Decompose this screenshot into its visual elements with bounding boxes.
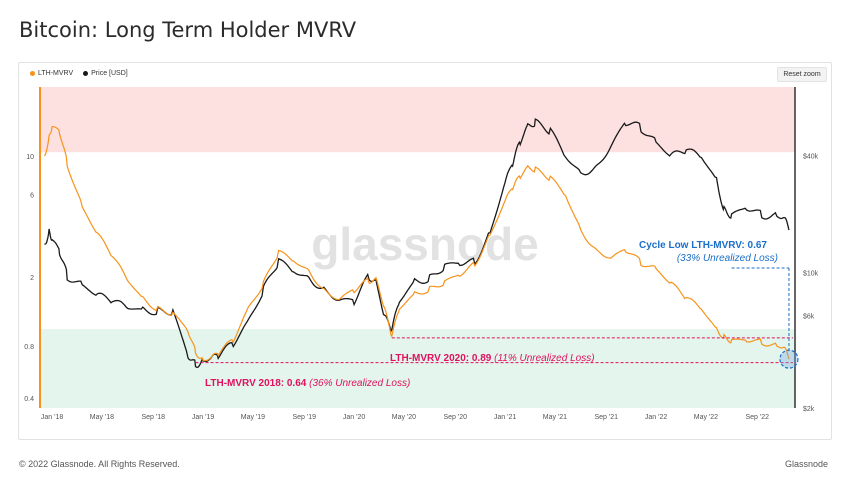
y-right-tick-label: $40k [803, 153, 819, 160]
legend-dot-mvrv [30, 71, 35, 76]
x-tick-label: Jan '19 [192, 414, 214, 421]
annotation-2018-title: LTH-MVRV 2018: 0.64 [205, 378, 309, 389]
x-tick-label: Jan '18 [41, 414, 63, 421]
y-left-tick-label: 6 [30, 192, 34, 199]
series-line-mvrv [43, 125, 790, 362]
legend-label-mvrv: LTH-MVRV [38, 70, 74, 77]
x-tick-label: May '20 [392, 414, 416, 421]
annotation-cycle-low-title: Cycle Low LTH-MVRV: 0.67 [639, 240, 767, 251]
x-tick-label: Jan '22 [645, 414, 667, 421]
x-tick-label: Jan '21 [494, 414, 516, 421]
footer-brand: Glassnode [784, 459, 828, 469]
legend-dot-price [83, 71, 89, 76]
page-title: Bitcoin: Long Term Holder MVRV [19, 18, 357, 42]
x-tick-label: May '19 [241, 414, 265, 421]
x-tick-label: Sep '18 [141, 414, 165, 421]
annotation-2020-sub: (11% Unrealized Loss) [494, 353, 594, 364]
legend-item-mvrv[interactable]: LTH-MVRV [30, 70, 73, 77]
x-tick-label: Sep '19 [292, 414, 316, 421]
x-tick-label: May '22 [694, 414, 718, 421]
y-left-tick-label: 10 [26, 154, 34, 161]
zone-high [40, 87, 795, 153]
y-right-tick-label: $10k [803, 270, 819, 277]
x-tick-label: Sep '22 [745, 414, 769, 421]
reset-zoom-button[interactable]: Reset zoom [777, 67, 827, 82]
annotation-cycle-low-sub: (33% Unrealized Loss) [677, 253, 778, 264]
y-left-tick-label: 0.8 [24, 344, 34, 351]
footer-copyright: © 2022 Glassnode. All Rights Reserved. [19, 459, 180, 469]
watermark: glassnode [311, 218, 539, 270]
y-left-tick-label: 2 [30, 275, 34, 282]
annotation-2020: LTH-MVRV 2020: 0.89 (11% Unrealized Loss… [390, 353, 595, 364]
y-right-tick-label: $6k [803, 313, 815, 320]
x-tick-label: Sep '21 [594, 414, 618, 421]
x-tick-label: May '18 [90, 414, 114, 421]
chart-legend: LTH-MVRV Price [USD] [30, 70, 128, 77]
annotation-2018-sub: (36% Unrealized Loss) [309, 378, 410, 389]
legend-label-price: Price [USD] [91, 70, 128, 77]
legend-item-price[interactable]: Price [USD] [83, 70, 128, 77]
cycle-low-marker [779, 349, 799, 369]
zone-low [40, 329, 795, 408]
annotation-2020-title: LTH-MVRV 2020: 0.89 [390, 353, 494, 364]
y-left-tick-label: 0.4 [24, 396, 34, 403]
x-tick-label: Sep '20 [443, 414, 467, 421]
x-tick-label: May '21 [543, 414, 567, 421]
x-tick-label: Jan '20 [343, 414, 365, 421]
annotation-2018: LTH-MVRV 2018: 0.64 (36% Unrealized Loss… [205, 378, 410, 389]
y-right-tick-label: $2k [803, 406, 815, 413]
